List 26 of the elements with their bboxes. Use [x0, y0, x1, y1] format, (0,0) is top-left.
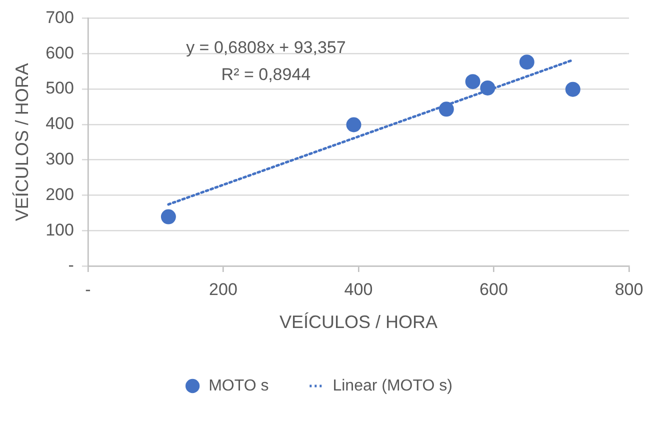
point	[465, 74, 480, 90]
y-tick-label: 100	[46, 220, 74, 240]
x-axis-title: VEÍCULOS / HORA	[279, 312, 438, 332]
y-tick-label: 300	[46, 149, 74, 168]
y-tick-label: -	[68, 256, 74, 275]
y-tick-label: 400	[46, 114, 74, 134]
y-tick-label: 500	[46, 78, 74, 98]
point	[519, 54, 534, 70]
point	[480, 80, 496, 96]
x-tick-label: -	[85, 280, 91, 299]
point	[160, 209, 176, 224]
annotation: R² = 0,8944	[221, 64, 311, 84]
point	[346, 117, 362, 132]
y-tick-label: 700	[46, 8, 74, 27]
x-tick-label: 200	[209, 280, 238, 299]
legend-label: MOTO s	[208, 377, 269, 394]
y-axis-title: VEÍCULOS / HORA	[12, 63, 32, 222]
y-tick-label: 600	[46, 43, 74, 62]
point	[438, 102, 454, 117]
x-tick-label: 600	[480, 280, 508, 299]
legend-label: Linear (MOTO s)	[332, 377, 452, 394]
y-tick-label: 200	[46, 184, 74, 204]
annotation: y = 0,6808x + 93,357	[186, 38, 346, 57]
x-tick-label: 800	[614, 280, 644, 299]
x-tick-label: 400	[344, 280, 373, 299]
point	[565, 82, 580, 97]
